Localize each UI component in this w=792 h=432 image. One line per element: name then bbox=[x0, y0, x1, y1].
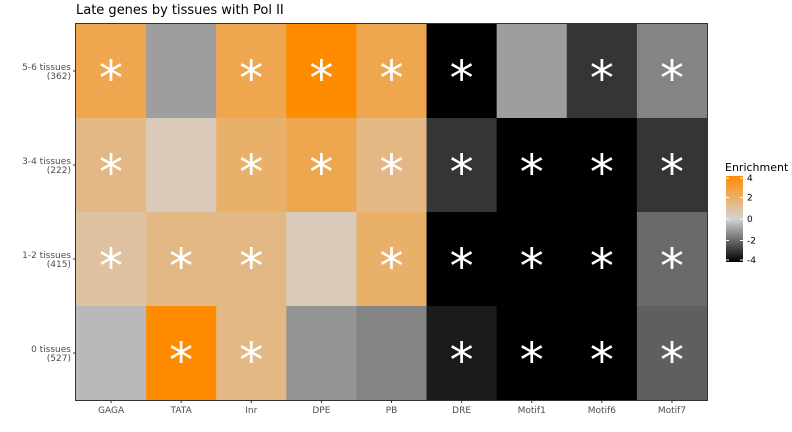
x-tick-label: PB bbox=[386, 406, 398, 416]
x-tick-label: Motif7 bbox=[658, 406, 686, 416]
x-tick-label: GAGA bbox=[98, 406, 125, 416]
x-tick-label: Inr bbox=[245, 406, 257, 416]
significance-marker: * bbox=[309, 145, 333, 201]
y-tick-label: 5-6 tissues bbox=[22, 63, 71, 73]
x-tick-label: Motif1 bbox=[518, 406, 546, 416]
heatmap-cell bbox=[216, 212, 287, 307]
heatmap-cell bbox=[76, 24, 147, 119]
heatmap-cell bbox=[636, 118, 708, 213]
y-tick-label: 0 tissues bbox=[31, 345, 71, 355]
significance-marker: * bbox=[99, 51, 123, 107]
y-tick-label: 1-2 tissues bbox=[22, 251, 71, 261]
legend-tick-label: -2 bbox=[747, 237, 756, 247]
heatmap-cell bbox=[496, 212, 568, 307]
y-tick-label: 3-4 tissues bbox=[22, 157, 71, 167]
heatmap-cell bbox=[216, 118, 287, 213]
heatmap-cell bbox=[426, 24, 498, 119]
heatmap-cell bbox=[216, 306, 287, 401]
heatmap-cell bbox=[426, 306, 498, 401]
legend: Enrichment 4 2 0 -2 -4 bbox=[725, 161, 789, 266]
significance-marker: * bbox=[169, 239, 193, 295]
significance-marker: * bbox=[590, 51, 614, 107]
heatmap-cell bbox=[566, 306, 638, 401]
legend-ticks: 4 2 0 -2 -4 bbox=[726, 174, 756, 266]
significance-marker: * bbox=[380, 145, 404, 201]
heatmap-cell bbox=[286, 306, 357, 401]
legend-tick-label: 0 bbox=[747, 215, 753, 225]
significance-marker: * bbox=[450, 51, 474, 107]
heatmap-cells bbox=[76, 24, 708, 401]
significance-marker: * bbox=[520, 333, 544, 389]
heatmap-cell bbox=[636, 306, 708, 401]
significance-marker: * bbox=[239, 51, 263, 107]
heatmap-cell bbox=[356, 306, 428, 401]
heatmap-cell bbox=[636, 24, 708, 119]
x-tick-label: Motif6 bbox=[588, 406, 616, 416]
heatmap-cell bbox=[566, 118, 638, 213]
heatmap-cell bbox=[356, 212, 428, 307]
heatmap-cell bbox=[286, 24, 357, 119]
significance-marker: * bbox=[239, 333, 263, 389]
significance-marker: * bbox=[99, 145, 123, 201]
heatmap-cell bbox=[356, 24, 428, 119]
heatmap-cell bbox=[566, 212, 638, 307]
significance-marker: * bbox=[239, 145, 263, 201]
legend-colorbar bbox=[726, 176, 743, 262]
y-tick-count: (222) bbox=[47, 166, 71, 176]
heatmap-cell bbox=[426, 118, 498, 213]
significance-marker: * bbox=[380, 239, 404, 295]
significance-marker: * bbox=[660, 333, 684, 389]
x-tick-label: TATA bbox=[170, 406, 193, 416]
significance-marker: * bbox=[239, 239, 263, 295]
significance-marker: * bbox=[590, 145, 614, 201]
legend-tick-label: -4 bbox=[747, 256, 756, 266]
significance-marker: * bbox=[99, 239, 123, 295]
significance-marker: * bbox=[660, 239, 684, 295]
heatmap-cell bbox=[426, 212, 498, 307]
significance-marker: * bbox=[660, 145, 684, 201]
significance-marker: * bbox=[660, 51, 684, 107]
y-tick-count: (362) bbox=[47, 72, 71, 82]
x-tick-label: DRE bbox=[452, 406, 471, 416]
heatmap-cell bbox=[286, 118, 357, 213]
heatmap-cell bbox=[216, 24, 287, 119]
legend-tick-label: 4 bbox=[747, 174, 753, 184]
y-tick-count: (415) bbox=[47, 260, 71, 270]
significance-marker: * bbox=[380, 51, 404, 107]
legend-tick-label: 2 bbox=[747, 194, 753, 204]
heatmap-cell bbox=[496, 118, 568, 213]
legend-title: Enrichment bbox=[725, 161, 789, 174]
heatmap-cell bbox=[146, 306, 217, 401]
heatmap-cell bbox=[146, 212, 217, 307]
significance-marker: * bbox=[520, 239, 544, 295]
significance-markers: * * * * * * * * * * * * * * * * * * * * * * * * * * * * * bbox=[99, 51, 684, 389]
significance-marker: * bbox=[169, 333, 193, 389]
heatmap-cell bbox=[146, 118, 217, 213]
significance-marker: * bbox=[309, 51, 333, 107]
heatmap-cell bbox=[146, 24, 217, 119]
significance-marker: * bbox=[590, 239, 614, 295]
heatmap-cell bbox=[566, 24, 638, 119]
heatmap-cell bbox=[286, 212, 357, 307]
heatmap-cell bbox=[496, 306, 568, 401]
chart-title: Late genes by tissues with Pol II bbox=[76, 3, 284, 18]
heatmap-cell bbox=[636, 212, 708, 307]
y-axis: 5-6 tissues(362) 3-4 tissues(222) 1-2 tiss… bbox=[22, 63, 76, 364]
significance-marker: * bbox=[450, 239, 474, 295]
heatmap-cell bbox=[496, 24, 568, 119]
heatmap-cell bbox=[76, 306, 147, 401]
significance-marker: * bbox=[450, 145, 474, 201]
significance-marker: * bbox=[590, 333, 614, 389]
significance-marker: * bbox=[450, 333, 474, 389]
x-axis: GAGA TATA Inr DPE PB DRE Motif1 Motif6 Motif7 bbox=[98, 400, 686, 416]
x-tick-label: DPE bbox=[312, 406, 330, 416]
y-tick-count: (527) bbox=[47, 354, 71, 364]
heatmap-cell bbox=[76, 118, 147, 213]
heatmap-cell bbox=[356, 118, 428, 213]
heatmap-cell bbox=[76, 212, 147, 307]
significance-marker: * bbox=[520, 145, 544, 201]
